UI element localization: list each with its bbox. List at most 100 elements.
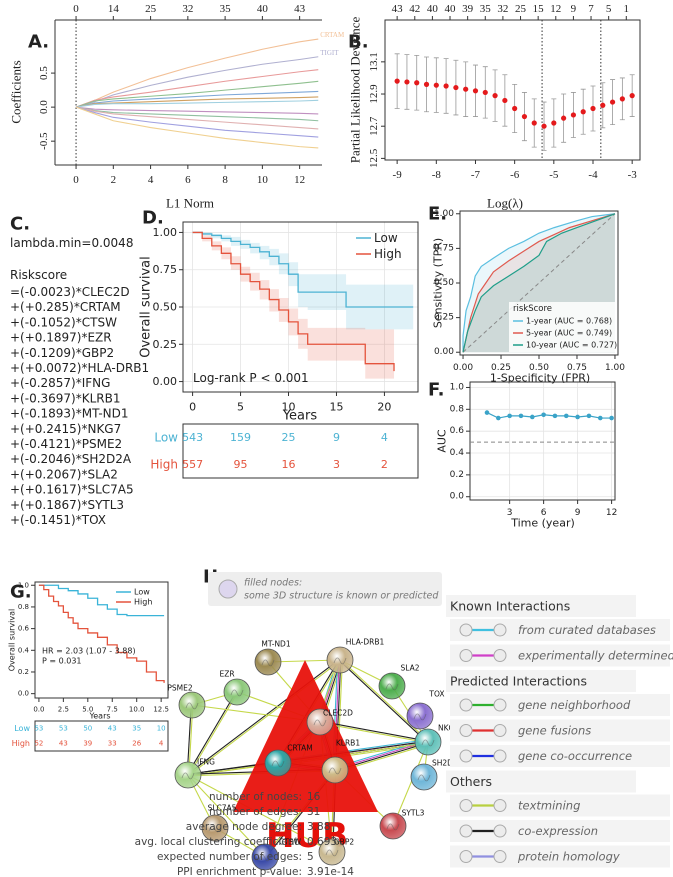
node-structure — [325, 849, 339, 857]
point — [531, 120, 537, 126]
legend-node — [459, 623, 473, 637]
x2-tick-label: 43 — [294, 3, 306, 15]
legend-node — [493, 698, 507, 712]
y-axis-label: Partial Likelihood Deviance — [348, 16, 363, 163]
x-tick-label: 2 — [111, 174, 117, 186]
legend-item-bg — [450, 745, 670, 767]
roc-curve — [462, 213, 616, 353]
network-edge — [339, 660, 428, 743]
point — [530, 414, 535, 420]
stat-value: 5 — [307, 851, 314, 863]
point — [629, 93, 635, 99]
formula-term: +(+0.1617)*SLC7A5 — [10, 483, 134, 497]
risk-count: 33 — [108, 740, 117, 748]
network-node — [174, 761, 202, 789]
stat-value: 3.88 — [307, 821, 330, 833]
legend-label: High — [134, 598, 152, 607]
legend-item-label: gene co-occurrence — [518, 749, 632, 763]
x-tick-label: 0.25 — [491, 363, 511, 373]
y-tick-label: 0.8 — [18, 603, 29, 611]
point — [453, 84, 459, 91]
x-tick-label: 0.50 — [529, 363, 549, 373]
x-tick-label: 12.5 — [153, 706, 169, 714]
risk-count: 3 — [333, 458, 340, 471]
plot-frame — [469, 381, 616, 501]
annotation: Log-rank P < 0.001 — [193, 371, 309, 385]
point — [561, 115, 567, 121]
panel: F. 3 6 9 12 0.0 0.2 0.4 0.6 0.8 1.0 Time (year) AUC — [428, 380, 617, 530]
panel: D. 0 5 10 15 20 0.00 0.25 0.50 0.75 1.00 Years Overa… — [139, 208, 419, 479]
risk-count: 2 — [381, 458, 388, 471]
note-icon — [218, 579, 238, 599]
network-node — [378, 672, 406, 700]
annotation: HR = 2.03 (1.07 - 3.88) — [42, 647, 136, 656]
legend-item-label: protein homology — [517, 850, 620, 864]
legend-item-bg — [450, 719, 670, 742]
node-label: TOX — [428, 690, 444, 699]
x-tick-label: 9 — [575, 508, 581, 518]
point — [570, 112, 577, 118]
x2-tick-label: 25 — [145, 3, 157, 15]
formula-term: +(-0.1893)*MT-ND1 — [10, 407, 129, 421]
node-structure — [417, 774, 431, 782]
point — [609, 415, 614, 421]
y-axis-label: Overall survival — [8, 609, 17, 671]
x2-tick-label: 43 — [392, 3, 404, 15]
legend-label: Low — [134, 588, 150, 597]
x-axis-label: Years — [282, 409, 318, 424]
x-tick-label: 0.0 — [33, 706, 44, 714]
node-structure — [421, 739, 435, 747]
legend-heading-bg — [446, 770, 636, 793]
formula-term: =(-0.0023)*CLEC2D — [10, 285, 130, 299]
risk-count: 4 — [381, 431, 388, 444]
formula-term: +(+0.285)*CRTAM — [10, 300, 121, 314]
x-tick-label: -5 — [549, 169, 559, 181]
network-edge — [188, 660, 341, 777]
confidence-band — [192, 232, 414, 330]
x2-tick-label: 0 — [73, 3, 79, 15]
survival-curve — [38, 584, 165, 617]
stat-label: number of edges: — [209, 806, 302, 818]
node-structure — [185, 702, 199, 710]
series-label: TIGIT — [320, 49, 339, 57]
x-tick-label: 1.00 — [605, 363, 625, 373]
point — [502, 97, 508, 104]
x-tick-label: 0.75 — [567, 363, 587, 373]
network-node — [178, 691, 206, 719]
x-tick-label: 6 — [541, 508, 547, 518]
node-structure — [413, 713, 427, 721]
formula: C.lambda.min=0.0048 Riskscore =(-0.0023)*C… — [10, 214, 149, 528]
network-node — [326, 646, 354, 674]
formula-term: +(-0.1209)*GBP2 — [10, 346, 114, 360]
panel-label: G. — [10, 582, 32, 603]
risk-count: 35 — [132, 725, 141, 733]
point — [414, 80, 420, 86]
risk-count: 543 — [182, 431, 203, 444]
risk-count: 53 — [59, 725, 68, 733]
y-tick-label: 0.0 — [38, 100, 50, 114]
formula-heading: Riskscore — [10, 268, 67, 282]
series-line — [75, 96, 319, 108]
point — [597, 415, 603, 421]
y-tick-label: 0.6 — [18, 625, 30, 633]
node-structure — [258, 854, 272, 862]
note-text: filled nodes: — [244, 578, 302, 589]
x-tick-label: 0 — [73, 174, 79, 186]
series-line — [486, 412, 612, 419]
x-tick-label: 2.5 — [58, 706, 69, 714]
diagonal — [462, 213, 616, 353]
risk-row-name: Low — [14, 724, 30, 733]
series-line — [75, 38, 319, 108]
node-label: EZR — [219, 670, 234, 679]
node-label: GBP2 — [334, 838, 354, 847]
x-axis-label: Time (year) — [510, 517, 575, 530]
x-tick-label: 15 — [329, 400, 343, 413]
x2-tick-label: 40 — [427, 3, 439, 15]
legend-item-bg — [450, 845, 670, 868]
x2-tick-label: 40 — [445, 3, 457, 15]
node-label: CLEC2D — [323, 709, 353, 718]
y-tick-label: 13.1 — [368, 52, 380, 71]
y-tick-label: 0.25 — [434, 313, 454, 323]
x-tick-label: 12 — [606, 508, 617, 518]
node-structure — [333, 657, 347, 665]
